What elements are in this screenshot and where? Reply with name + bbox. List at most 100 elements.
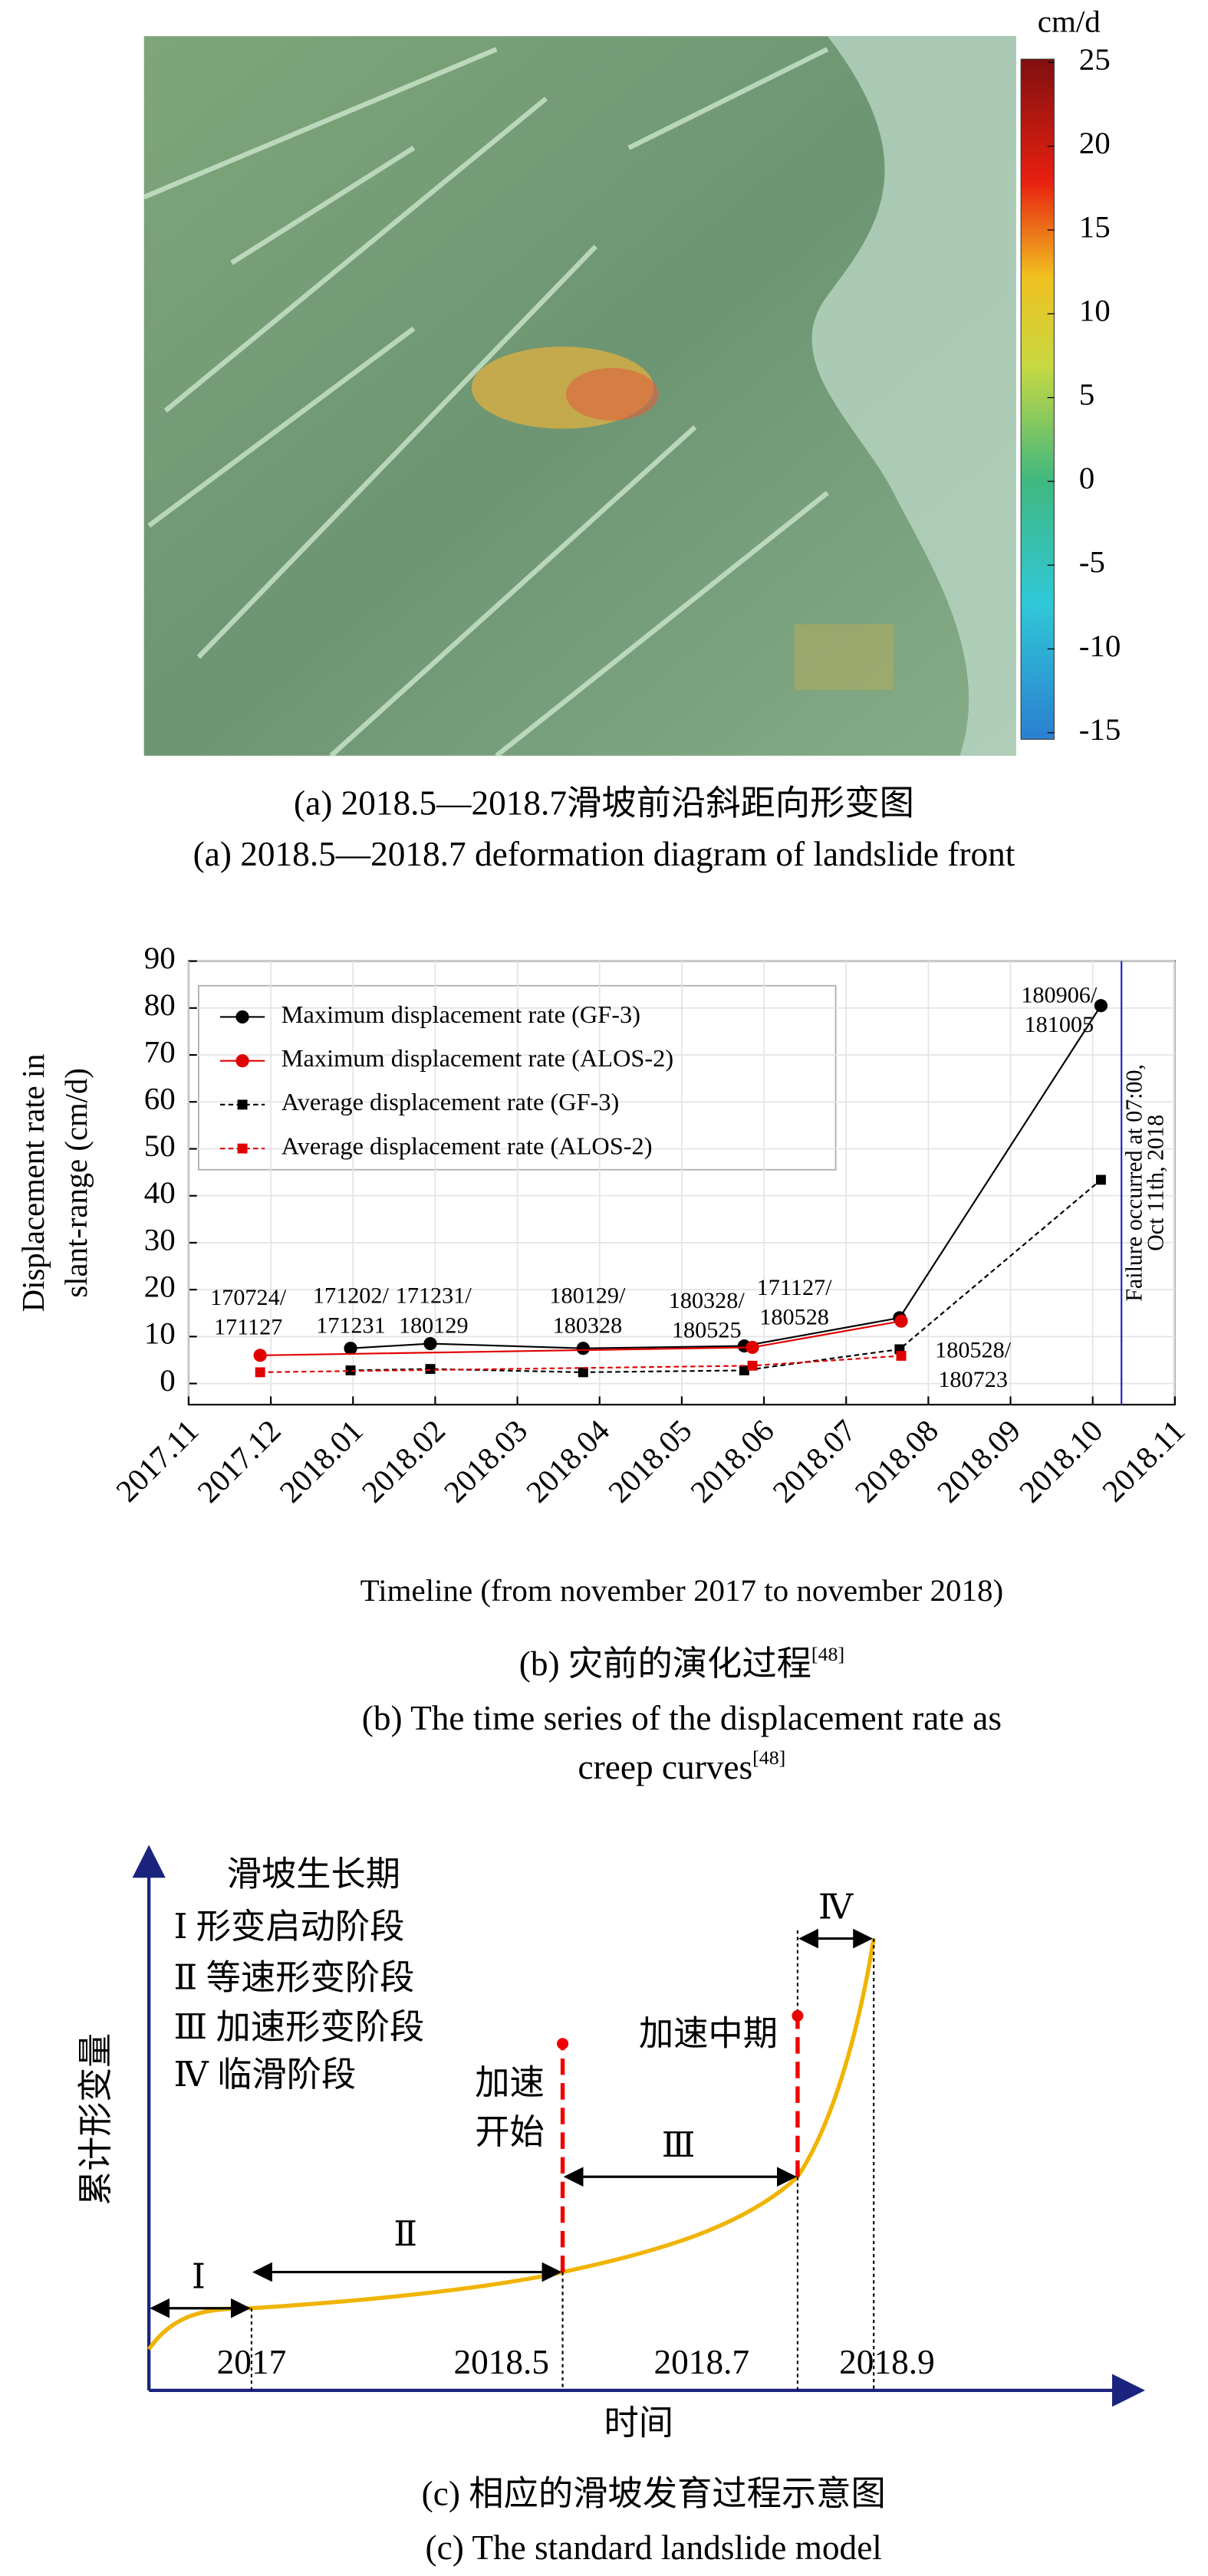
stage-mark: Ⅳ [818, 1888, 854, 1927]
stage-mark: Ⅰ [192, 2258, 206, 2296]
colorbar-tick-label: 15 [1079, 209, 1111, 244]
colorbar [1020, 58, 1055, 740]
annotation: 170724/ [210, 1284, 287, 1310]
legend-marker [237, 1143, 248, 1154]
x-tick-label: 2018.02 [355, 1413, 452, 1509]
annotation: 180906/ [1021, 982, 1098, 1008]
point [1095, 1175, 1106, 1185]
colorbar-tick-label: 0 [1079, 461, 1094, 495]
y-tick-label: 70 [144, 1034, 176, 1069]
point [423, 1336, 437, 1351]
annotation: 开始 [475, 2113, 545, 2151]
time-label: 2018.5 [453, 2343, 549, 2381]
annotation: 171127 [214, 1314, 282, 1340]
point [578, 1367, 588, 1378]
reference: [48] [752, 1746, 785, 1769]
annotation: 加速 [475, 2064, 545, 2102]
x-tick-label: 2017.12 [191, 1413, 288, 1509]
annotation: 180129 [399, 1312, 469, 1338]
heading: 滑坡生长期 [227, 1855, 400, 1894]
x-tick-label: 2018.08 [848, 1413, 945, 1509]
x-tick-label: 2018.10 [1012, 1413, 1109, 1509]
failure-label: Oct 11th, 2018 [1143, 1115, 1169, 1251]
point [255, 1367, 265, 1378]
point [747, 1360, 758, 1371]
x-tick-label: 2018.06 [684, 1413, 781, 1509]
stage: Ⅰ 形变启动阶段 [174, 1907, 405, 1946]
sar-image [143, 36, 1016, 758]
stage: Ⅲ 加速形变阶段 [174, 2008, 425, 2046]
y-axis-label: 累计形变量 [77, 2033, 115, 2206]
point [425, 1364, 436, 1375]
x-tick-label: 2017.11 [110, 1413, 206, 1508]
time-label: 2017 [217, 2343, 287, 2381]
caption: (c) The standard landslide model [426, 2528, 882, 2567]
caption-text: (b) 灾前的演化过程 [519, 1644, 811, 1683]
y-tick-label: 10 [144, 1316, 176, 1351]
point [739, 1365, 749, 1375]
annotation: 180528 [759, 1304, 829, 1330]
x-tick-label: 2018.01 [273, 1413, 370, 1509]
legend-label: Maximum displacement rate (GF-3) [281, 1001, 640, 1028]
reference: [48] [811, 1643, 844, 1665]
annotation: 171231 [316, 1312, 386, 1338]
y-tick-label: 30 [144, 1222, 176, 1257]
annotation: 180328 [553, 1312, 623, 1338]
colorbar-tick-label: -15 [1079, 712, 1121, 747]
annotation: 180328/ [669, 1287, 746, 1313]
annotation: 180723 [938, 1366, 1008, 1392]
caption: (b) The time series of the displacement … [362, 1699, 1002, 1737]
y-tick-label: 20 [144, 1270, 176, 1304]
diagram [132, 1845, 1146, 2407]
point [896, 1351, 907, 1361]
caption: (a) 2018.5—2018.7 deformation diagram of… [193, 835, 1015, 873]
caption: (c) 相应的滑坡发育过程示意图 [422, 2475, 886, 2513]
legend-marker [235, 1054, 249, 1068]
annotation: 加速中期 [639, 2015, 778, 2053]
colorbar-tick-label: 10 [1079, 294, 1111, 328]
point [253, 1349, 267, 1362]
annotation: 171231/ [396, 1283, 472, 1309]
annotation: 180525 [672, 1317, 742, 1343]
caption-text: creep curves [578, 1748, 753, 1786]
caption: creep curves[48] [578, 1746, 786, 1786]
legend-marker [237, 1099, 248, 1110]
x-tick-label: 2018.03 [437, 1413, 534, 1509]
stage-mark: Ⅲ [662, 2126, 696, 2164]
y-tick-label: 0 [160, 1363, 175, 1398]
colorbar-unit: cm/d [1038, 5, 1101, 39]
caption: (b) 灾前的演化过程[48] [519, 1643, 844, 1683]
point [746, 1340, 759, 1355]
stage-mark: Ⅱ [393, 2215, 417, 2253]
series-line [351, 1179, 1102, 1373]
x-axis-label: 时间 [604, 2404, 674, 2442]
x-tick-label: 2018.07 [766, 1413, 863, 1509]
annotation: 171127/ [757, 1274, 832, 1300]
caption: (a) 2018.5—2018.7滑坡前沿斜距向形变图 [294, 784, 914, 823]
y-tick-label: 60 [144, 1082, 176, 1116]
x-tick-label: 2018.09 [930, 1413, 1027, 1509]
colorbar-tick-label: -10 [1079, 629, 1121, 663]
colorbar-tick-label: 25 [1079, 42, 1111, 77]
annotation: 171202/ [313, 1283, 390, 1309]
time-label: 2018.9 [839, 2343, 935, 2381]
y-tick-label: 40 [144, 1175, 176, 1210]
annotation: 181005 [1025, 1011, 1094, 1037]
colorbar-tick-label: 5 [1079, 377, 1094, 412]
x-tick-label: 2018.05 [601, 1413, 698, 1509]
point [345, 1365, 356, 1375]
annotation: 180129/ [549, 1283, 626, 1309]
y-axis-label: slant-range (cm/d) [59, 1068, 94, 1298]
y-tick-label: 80 [144, 987, 176, 1022]
x-axis-label: Timeline (from november 2017 to november… [360, 1573, 1004, 1608]
legend-label: Average displacement rate (ALOS-2) [281, 1132, 653, 1160]
x-tick-label: 2018.11 [1095, 1413, 1191, 1508]
point [1094, 999, 1108, 1013]
y-tick-label: 90 [144, 941, 176, 975]
legend-label: Average displacement rate (GF-3) [281, 1088, 620, 1116]
stage: Ⅳ 临滑阶段 [174, 2055, 357, 2094]
colorbar-tick-label: -5 [1079, 545, 1105, 580]
x-tick-label: 2018.04 [519, 1413, 616, 1509]
y-axis-label: Displacement rate in [16, 1053, 51, 1312]
